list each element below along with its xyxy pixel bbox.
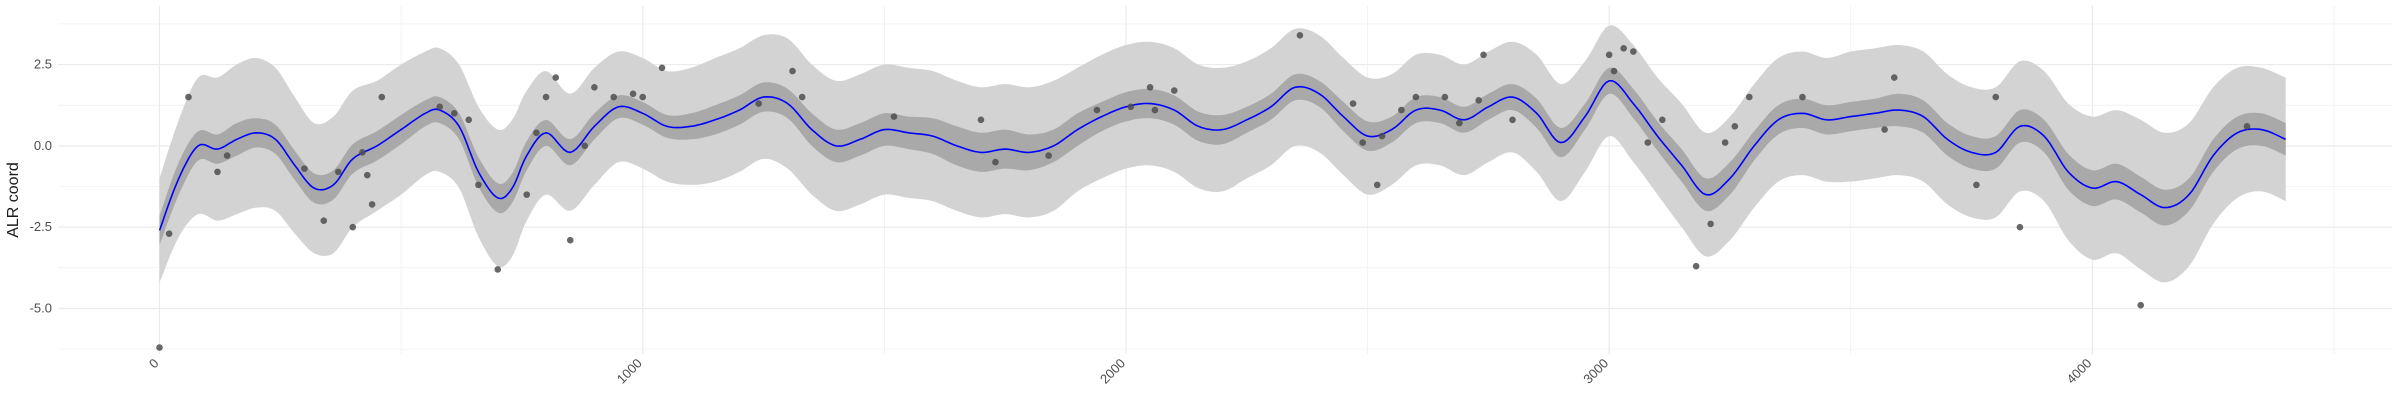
data-point <box>1746 93 1753 101</box>
data-point <box>2243 123 2251 130</box>
data-point <box>1992 93 2000 101</box>
data-point <box>1605 51 1613 59</box>
data-point <box>1146 84 1154 91</box>
data-point <box>1296 31 1304 39</box>
data-point <box>1644 139 1652 146</box>
data-point <box>542 93 550 101</box>
data-point <box>1349 100 1357 107</box>
data-point <box>1630 48 1637 55</box>
data-point <box>1045 152 1052 159</box>
data-point <box>1412 93 1420 101</box>
data-point <box>436 103 444 111</box>
data-points <box>156 31 2251 351</box>
data-point <box>1973 181 1980 189</box>
data-point <box>1475 97 1482 104</box>
data-point <box>465 116 473 124</box>
data-point <box>494 266 502 273</box>
data-point <box>992 158 999 166</box>
data-point <box>165 230 173 237</box>
data-point <box>334 168 342 176</box>
data-point <box>1151 106 1159 114</box>
y-tick-labels: -5.0 -2.5 0.0 2.5 <box>30 57 52 316</box>
data-point <box>2016 223 2024 231</box>
data-point <box>552 74 560 81</box>
data-point <box>1509 116 1516 124</box>
data-point <box>1398 106 1405 114</box>
data-point <box>1373 181 1381 189</box>
fitted-line-layer <box>158 80 2287 231</box>
data-point <box>1659 116 1666 124</box>
data-point <box>658 64 666 72</box>
data-point <box>156 344 163 351</box>
y-axis-title: ALR coord <box>5 162 22 238</box>
data-point <box>1378 132 1386 140</box>
data-point <box>378 93 386 101</box>
data-point <box>566 236 574 244</box>
data-point <box>1721 139 1729 146</box>
data-point <box>1707 220 1714 228</box>
data-point <box>349 223 357 231</box>
data-point <box>629 90 637 98</box>
data-point <box>1890 74 1898 81</box>
data-point <box>639 93 647 101</box>
data-point <box>301 165 308 172</box>
y-tick-label: -2.5 <box>30 219 52 234</box>
data-point <box>890 113 898 120</box>
data-point <box>977 116 985 124</box>
data-point <box>450 110 458 117</box>
data-point <box>581 142 589 150</box>
data-point <box>1692 262 1700 270</box>
data-point <box>359 149 366 156</box>
data-point <box>1881 126 1888 133</box>
data-point <box>523 191 531 198</box>
data-point <box>1799 93 1806 101</box>
data-point <box>1441 93 1449 101</box>
data-point <box>533 129 540 137</box>
data-point <box>1620 44 1627 52</box>
data-point <box>755 100 762 107</box>
outer-confidence-band <box>159 25 2286 283</box>
data-point <box>1456 119 1463 127</box>
data-point <box>475 181 482 189</box>
fitted-line <box>158 80 2287 231</box>
outer-band-area <box>159 25 2286 283</box>
data-point <box>368 201 376 208</box>
data-point <box>1170 87 1178 94</box>
y-tick-label: 0.0 <box>34 138 52 153</box>
data-point <box>591 84 598 91</box>
data-point <box>1127 103 1135 111</box>
data-point <box>1359 139 1367 146</box>
data-point <box>798 93 806 101</box>
data-point <box>185 93 192 101</box>
y-tick-label: -5.0 <box>30 300 52 315</box>
data-point <box>1610 67 1618 75</box>
y-tick-label: 2.5 <box>34 57 52 72</box>
data-point <box>214 168 221 176</box>
data-point <box>223 152 231 159</box>
data-point <box>610 93 618 101</box>
data-point <box>1731 123 1739 130</box>
data-point <box>2137 301 2145 309</box>
data-point <box>1480 51 1487 59</box>
data-point <box>320 217 328 224</box>
data-point <box>1093 106 1101 114</box>
data-point <box>789 67 796 75</box>
data-point <box>363 171 371 179</box>
